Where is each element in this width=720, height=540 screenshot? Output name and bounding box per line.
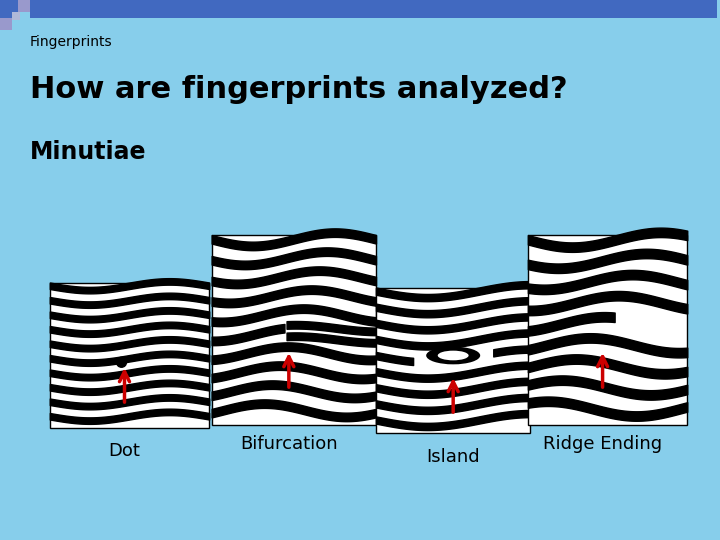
Text: Bifurcation: Bifurcation	[240, 435, 338, 453]
Text: Island: Island	[426, 448, 480, 465]
FancyBboxPatch shape	[18, 0, 30, 12]
Text: Ridge Ending: Ridge Ending	[543, 435, 662, 453]
FancyBboxPatch shape	[376, 287, 531, 433]
Text: Minutiae: Minutiae	[30, 140, 146, 164]
Text: Fingerprints: Fingerprints	[30, 35, 112, 49]
FancyBboxPatch shape	[0, 0, 18, 18]
FancyBboxPatch shape	[50, 282, 210, 428]
FancyBboxPatch shape	[30, 0, 717, 18]
FancyBboxPatch shape	[528, 235, 688, 425]
Ellipse shape	[426, 347, 480, 364]
Ellipse shape	[438, 350, 469, 360]
FancyBboxPatch shape	[212, 235, 376, 425]
Text: Dot: Dot	[109, 442, 140, 461]
FancyBboxPatch shape	[12, 12, 20, 20]
Text: How are fingerprints analyzed?: How are fingerprints analyzed?	[30, 75, 567, 104]
FancyBboxPatch shape	[0, 18, 12, 30]
Circle shape	[117, 357, 127, 367]
